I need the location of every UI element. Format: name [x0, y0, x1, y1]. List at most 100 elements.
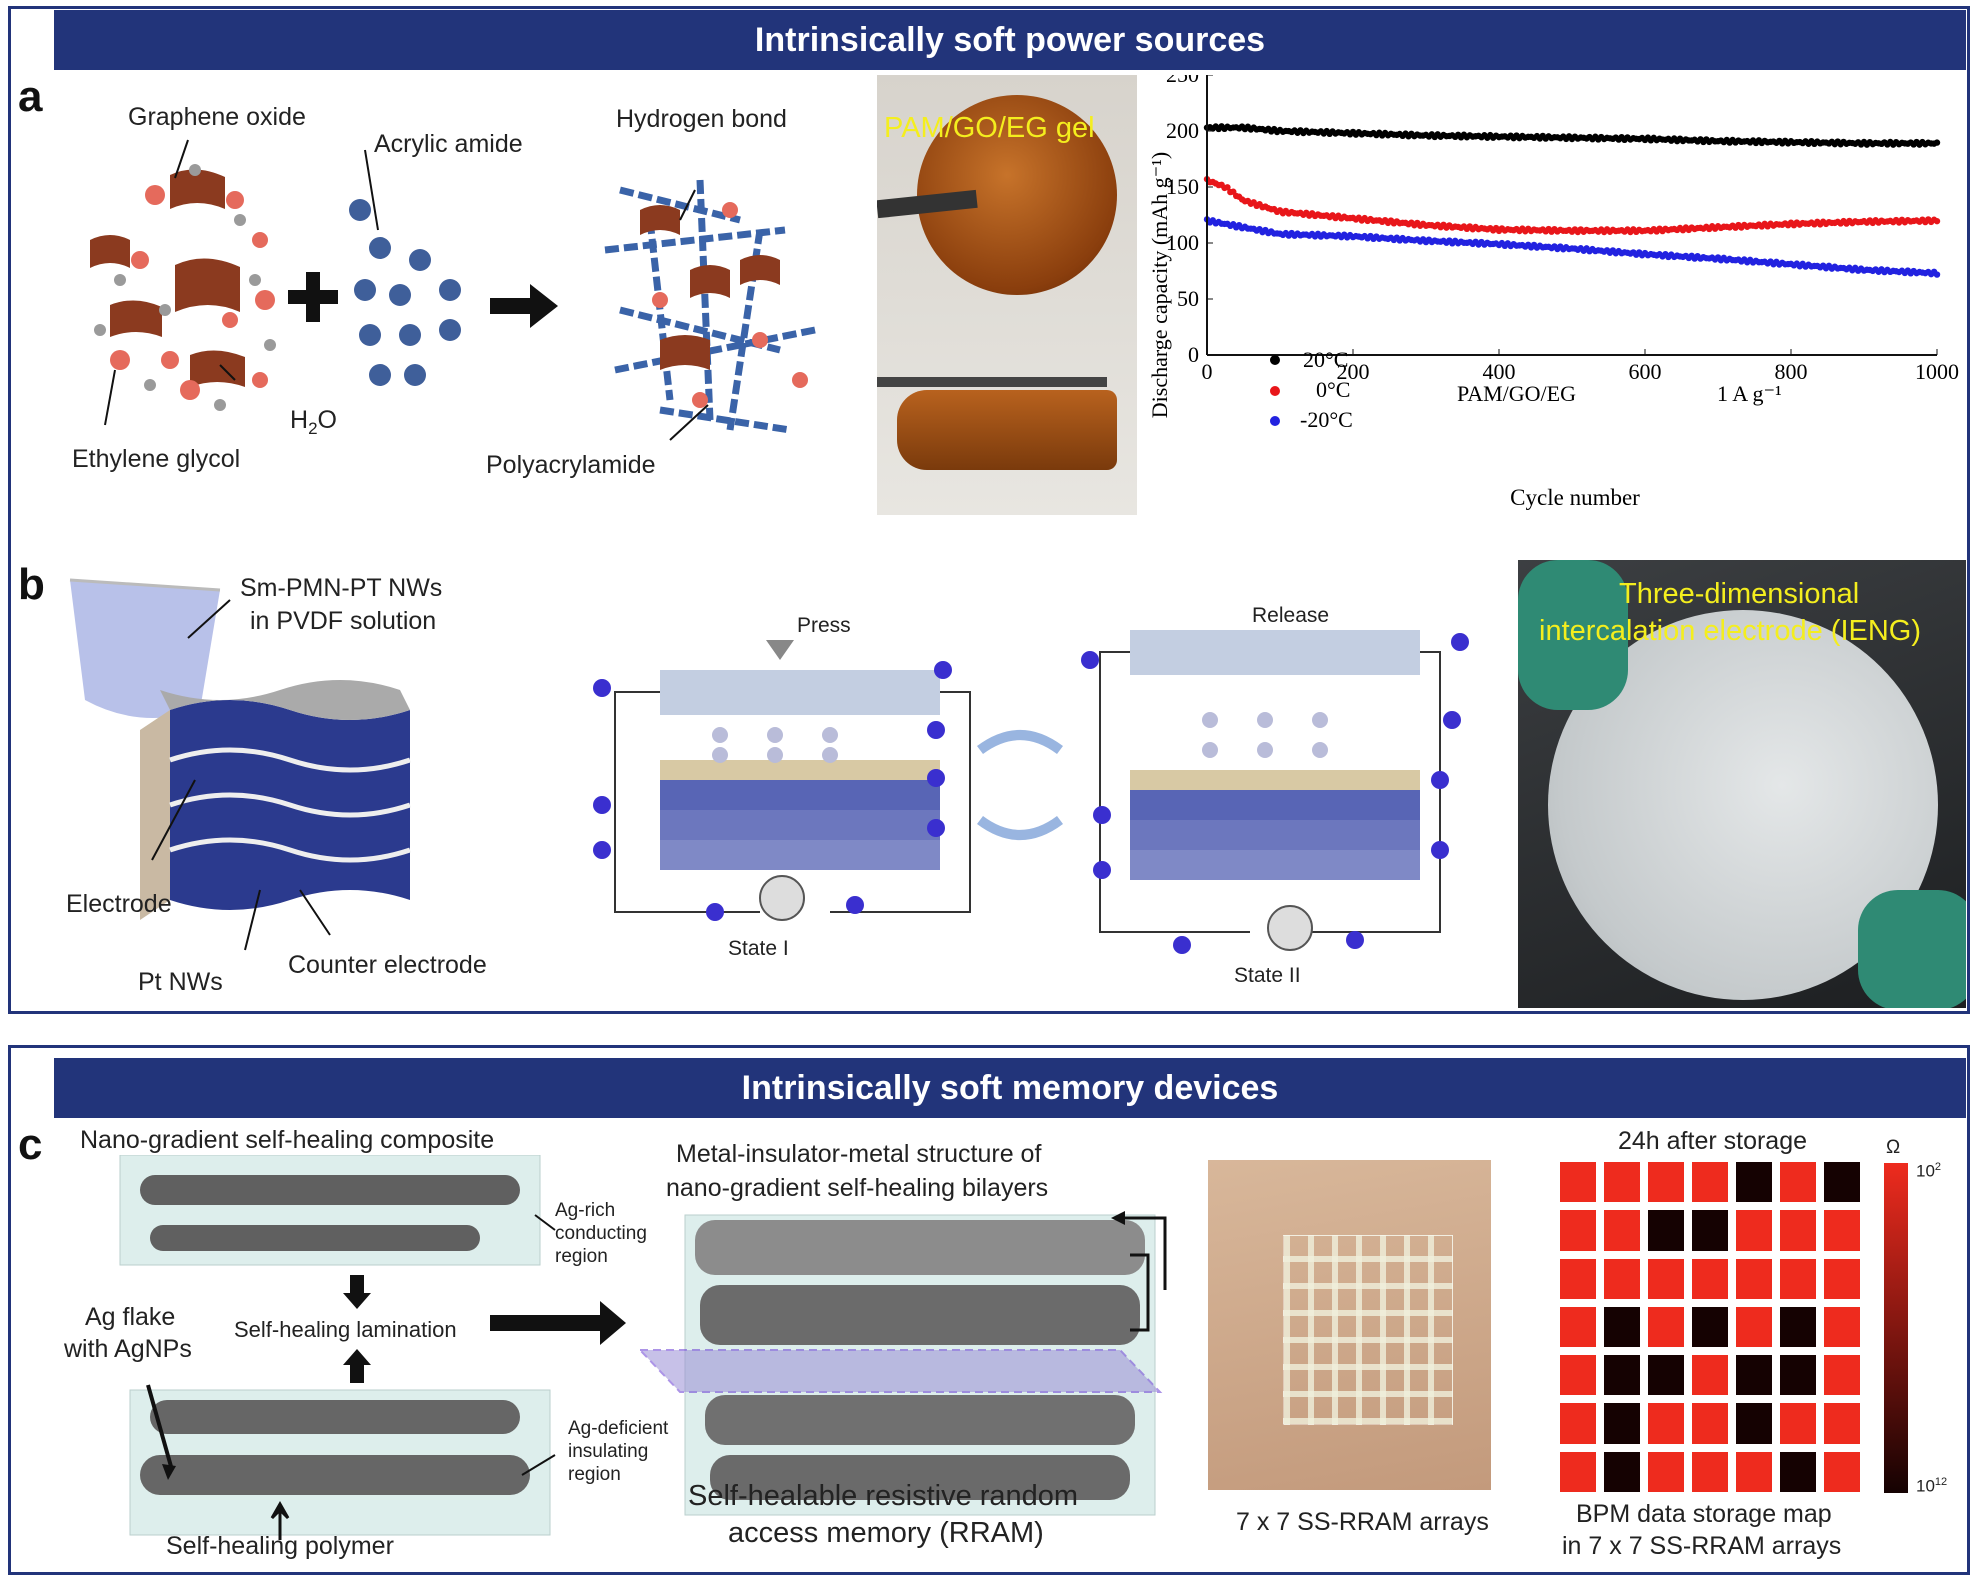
- composite-bottom: [129, 1389, 551, 1536]
- label-nws-line1: Sm-PMN-PT NWs: [240, 574, 443, 602]
- gel-synthesis-schematic: [90, 139, 816, 441]
- heatmap-cell: [1692, 1451, 1728, 1492]
- tweezer-bottom: [877, 377, 1107, 387]
- label-rram-2: access memory (RRAM): [728, 1517, 1044, 1549]
- label-polymer: Self-healing polymer: [166, 1532, 394, 1560]
- legend-marker-20C: [1270, 355, 1280, 365]
- heatmap-cell: [1780, 1210, 1816, 1251]
- label-composite-title: Nano-gradient self-healing composite: [80, 1126, 495, 1154]
- heatmap-cell: [1824, 1451, 1860, 1492]
- heatmap-cell: [1780, 1258, 1816, 1299]
- y-tick-label: 50: [1177, 286, 1199, 311]
- heatmap-cell: [1824, 1258, 1860, 1299]
- label-ag-flake-1: Ag flake: [85, 1303, 176, 1331]
- state1-device: [614, 600, 971, 921]
- heatmap-cell: [1692, 1258, 1728, 1299]
- label-ag-rich-3: region: [555, 1246, 608, 1267]
- label-state1: State I: [728, 937, 789, 960]
- label-mim-1: Metal-insulator-metal structure of: [676, 1140, 1042, 1168]
- heatmap-cell: [1648, 1258, 1684, 1299]
- data-point: [1933, 139, 1941, 146]
- data-point: [1224, 184, 1231, 191]
- heatmap-cell: [1780, 1355, 1816, 1396]
- label-state2: State II: [1234, 964, 1301, 987]
- polyacrylamide-network: [604, 179, 816, 434]
- chart-legend: 20°C 0°C -20°C: [1270, 347, 1353, 432]
- label-polyacrylamide: Polyacrylamide: [486, 451, 656, 479]
- heatmap-cell: [1736, 1403, 1772, 1444]
- heatmap-cell: [1692, 1306, 1728, 1348]
- label-map-title: 24h after storage: [1618, 1127, 1808, 1155]
- label-rram-1: Self-healable resistive random: [688, 1480, 1079, 1512]
- heatmap-cell: [1736, 1306, 1772, 1348]
- heatmap-cell: [1604, 1210, 1640, 1251]
- chart-xlabel: Cycle number: [1510, 485, 1640, 510]
- heatmap-cell: [1780, 1451, 1816, 1492]
- heatmap-cell: [1824, 1210, 1860, 1251]
- bottom-banner-title: Intrinsically soft memory devices: [741, 1068, 1279, 1107]
- heatmap-cell: [1736, 1258, 1772, 1299]
- colorbar-bottom-label: 1012: [1916, 1476, 1948, 1496]
- label-ag-rich-2: conducting: [555, 1223, 647, 1244]
- electron-markers: [593, 633, 1469, 954]
- heatmap-cell: [1736, 1210, 1772, 1251]
- heatmap-cell: [1648, 1210, 1684, 1251]
- heatmap-cell: [1560, 1306, 1596, 1348]
- heatmap-cell: [1648, 1162, 1684, 1203]
- label-graphene-oxide: Graphene oxide: [128, 103, 306, 131]
- label-lamination: Self-healing lamination: [234, 1317, 457, 1342]
- heatmap-cell: [1560, 1162, 1596, 1203]
- acrylic-amide-spheres: [349, 199, 461, 386]
- colorbar: [1884, 1163, 1908, 1493]
- label-array-caption: 7 x 7 SS-RRAM arrays: [1236, 1508, 1489, 1536]
- heatmap-cell: [1824, 1403, 1860, 1444]
- rram-block: [637, 1214, 1163, 1516]
- x-tick-label: 200: [1337, 359, 1370, 384]
- y-tick-label: 100: [1166, 230, 1199, 255]
- label-water: H2O: [290, 406, 337, 438]
- legend-label-20C: 20°C: [1303, 347, 1348, 372]
- gel-strip: [897, 390, 1117, 470]
- ieng-photo: [1518, 560, 1966, 1008]
- heatmap-cell: [1824, 1306, 1860, 1348]
- chart-annotation-rate: 1 A g⁻¹: [1717, 381, 1782, 406]
- chart-annotation-material: PAM/GO/EG: [1457, 381, 1576, 406]
- series-1: [1203, 175, 1941, 236]
- heatmap-cell: [1648, 1403, 1684, 1444]
- heatmap-cell: [1780, 1403, 1816, 1444]
- heatmap-cell: [1604, 1162, 1640, 1203]
- label-nws-line2: in PVDF solution: [250, 607, 437, 635]
- label-map-caption-1: BPM data storage map: [1576, 1500, 1832, 1528]
- legend-marker-m20C: [1270, 416, 1280, 426]
- chart-background: [1137, 75, 1965, 515]
- glove-bottom: [1858, 890, 1966, 1008]
- electrode-stack: [140, 680, 411, 920]
- label-ethylene-glycol: Ethylene glycol: [72, 445, 241, 473]
- heatmap-cell: [1560, 1451, 1596, 1492]
- colorbar-top-label: 102: [1916, 1161, 1942, 1181]
- heatmap-cell: [1604, 1258, 1640, 1299]
- legend-marker-0C: [1270, 386, 1280, 396]
- panel-letter-a: a: [18, 72, 43, 121]
- top-banner-title: Intrinsically soft power sources: [754, 20, 1266, 59]
- heatmap-cell: [1824, 1355, 1860, 1396]
- label-press: Press: [797, 614, 851, 637]
- beaker-icon: [69, 578, 221, 718]
- data-point: [1933, 271, 1941, 278]
- label-counter-electrode: Counter electrode: [288, 951, 487, 979]
- water-spheres: [94, 164, 276, 411]
- label-release: Release: [1252, 604, 1330, 627]
- storage-heatmap: [1560, 1162, 1860, 1492]
- array-photo: [1208, 1160, 1491, 1490]
- label-ag-rich-1: Ag-rich: [555, 1200, 616, 1221]
- heatmap-cell: [1736, 1355, 1772, 1396]
- heatmap-cell: [1604, 1355, 1640, 1396]
- glove-top: [1518, 560, 1628, 710]
- label-map-caption-2: in 7 x 7 SS-RRAM arrays: [1562, 1532, 1842, 1560]
- x-tick-label: 600: [1629, 359, 1662, 384]
- y-tick-label: 250: [1166, 75, 1199, 87]
- self-healing-composite-schematic: [119, 1155, 1167, 1540]
- label-ag-def-3: region: [568, 1464, 621, 1485]
- heatmap-cell: [1648, 1451, 1684, 1492]
- heatmap-cell: [1560, 1355, 1596, 1396]
